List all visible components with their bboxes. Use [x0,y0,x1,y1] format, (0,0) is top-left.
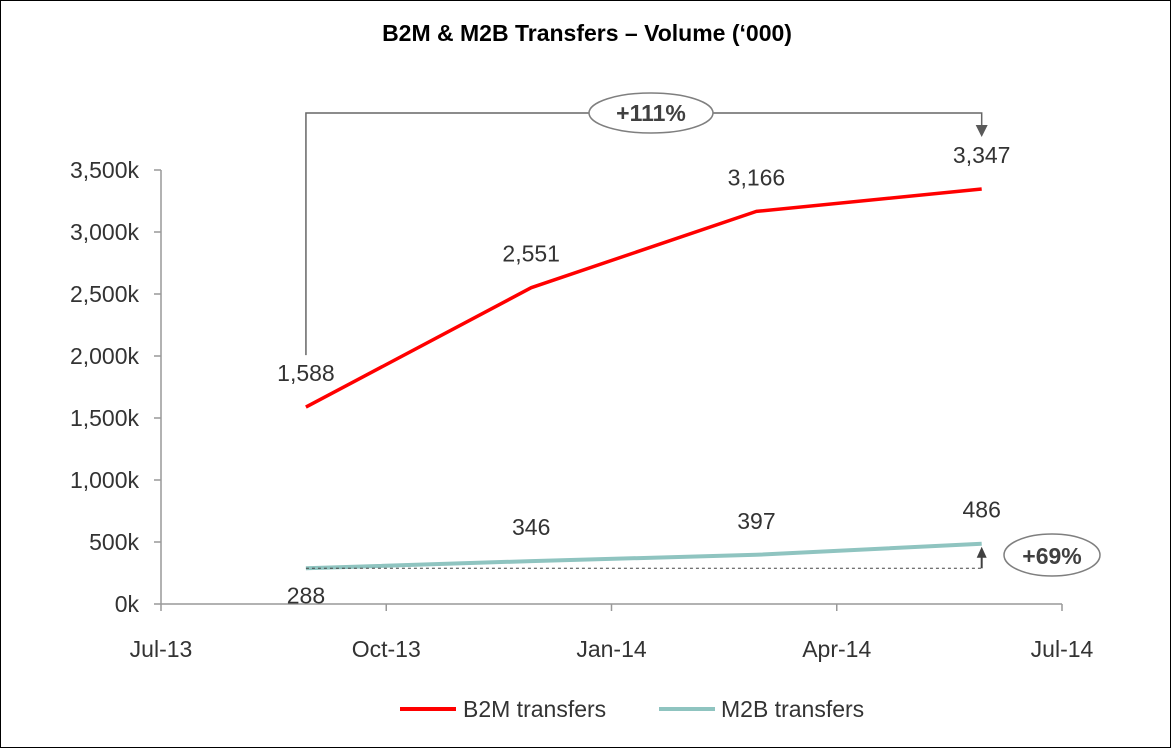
x-tick-label: Jul-13 [130,636,193,662]
data-label: 288 [287,582,325,608]
pct-badge-m2b: +69% [1022,543,1081,569]
data-label: 3,347 [953,142,1011,168]
chart-title: B2M & M2B Transfers – Volume (‘000) [382,20,792,46]
y-tick-label: 3,500k [70,157,140,183]
series-line-m2b [305,541,982,571]
data-label: 486 [963,497,1001,523]
x-tick-label: Oct-13 [352,636,421,662]
y-tick-label: 0k [115,591,140,617]
axes: 0k 500k 1,000k 1,500k 2,000k 2,500k 3,000k 3,50… [70,157,1094,662]
y-tick-label: 2,000k [70,343,140,369]
data-label: 346 [512,514,550,540]
growth-bracket [305,112,983,356]
pct-badge-b2m: +111% [616,100,686,126]
y-tick-label: 1,000k [70,467,140,493]
arrow-down-icon [975,125,988,137]
x-tick-label: Jul-14 [1031,636,1094,662]
annotation-layer: +111% +69% [305,92,1101,577]
series-line-b2m [305,187,982,409]
arrow-up-icon [976,546,987,558]
data-label: 397 [737,508,775,534]
y-tick-label: 1,500k [70,405,140,431]
x-tick-label: Apr-14 [802,636,871,662]
y-tick-label: 3,000k [70,219,140,245]
data-label: 2,551 [502,241,560,267]
pct-badge-outline [588,92,714,134]
data-label: 3,166 [728,164,786,190]
legend-label-b2m: B2M transfers [463,696,606,722]
pct-badge-outline [1003,533,1101,577]
data-label: 1,588 [277,360,335,386]
legend: B2M transfers M2B transfers [400,696,864,722]
series-layer: 1,588 2,551 3,166 3,347 288 346 397 486 [277,142,1010,608]
y-tick-label: 500k [89,529,139,555]
legend-label-m2b: M2B transfers [721,696,864,722]
y-tick-label: 2,500k [70,281,140,307]
x-tick-label: Jan-14 [576,636,647,662]
